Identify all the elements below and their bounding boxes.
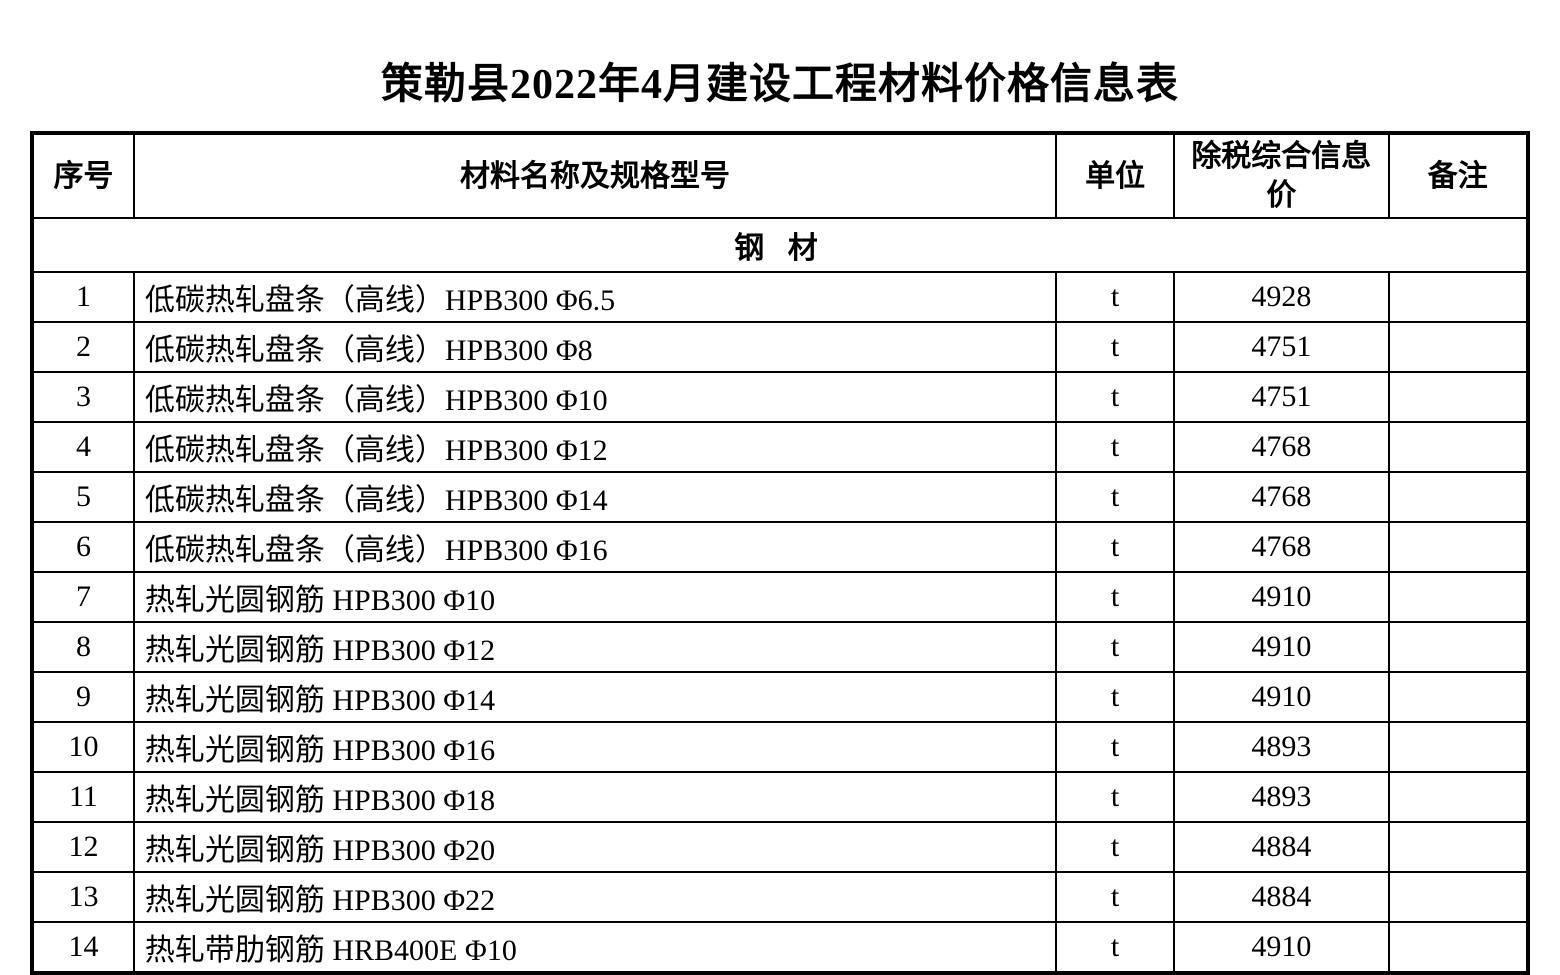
cell-price: 4910 (1174, 672, 1388, 722)
table-row: 11热轧光圆钢筋 HPB300 Φ18t4893 (32, 772, 1528, 822)
cell-name: 热轧光圆钢筋 HPB300 Φ12 (134, 622, 1056, 672)
cell-note (1389, 272, 1528, 322)
cell-name: 低碳热轧盘条（高线）HPB300 Φ6.5 (134, 272, 1056, 322)
cell-unit: t (1056, 322, 1174, 372)
cell-seq: 13 (32, 872, 134, 922)
section-label: 钢 材 (32, 218, 1528, 272)
cell-unit: t (1056, 772, 1174, 822)
cell-note (1389, 372, 1528, 422)
table-row: 1低碳热轧盘条（高线）HPB300 Φ6.5t4928 (32, 272, 1528, 322)
cell-price: 4910 (1174, 572, 1388, 622)
cell-note (1389, 522, 1528, 572)
cell-price: 4768 (1174, 472, 1388, 522)
cell-name: 低碳热轧盘条（高线）HPB300 Φ10 (134, 372, 1056, 422)
cell-seq: 12 (32, 822, 134, 872)
cell-seq: 7 (32, 572, 134, 622)
cell-price: 4884 (1174, 872, 1388, 922)
cell-seq: 2 (32, 322, 134, 372)
cell-note (1389, 572, 1528, 622)
cell-seq: 14 (32, 922, 134, 973)
cell-note (1389, 772, 1528, 822)
cell-seq: 3 (32, 372, 134, 422)
cell-name: 热轧光圆钢筋 HPB300 Φ22 (134, 872, 1056, 922)
cell-unit: t (1056, 422, 1174, 472)
cell-price: 4893 (1174, 722, 1388, 772)
cell-name: 低碳热轧盘条（高线）HPB300 Φ14 (134, 472, 1056, 522)
table-body: 钢 材 1低碳热轧盘条（高线）HPB300 Φ6.5t49282低碳热轧盘条（高… (32, 218, 1528, 973)
cell-name: 低碳热轧盘条（高线）HPB300 Φ8 (134, 322, 1056, 372)
cell-seq: 8 (32, 622, 134, 672)
cell-note (1389, 422, 1528, 472)
cell-price: 4751 (1174, 372, 1388, 422)
cell-price: 4884 (1174, 822, 1388, 872)
price-table: 序号 材料名称及规格型号 单位 除税综合信息价 备注 钢 材 1低碳热轧盘条（高… (30, 131, 1530, 975)
cell-note (1389, 672, 1528, 722)
cell-price: 4751 (1174, 322, 1388, 372)
cell-name: 低碳热轧盘条（高线）HPB300 Φ16 (134, 522, 1056, 572)
section-row-steel: 钢 材 (32, 218, 1528, 272)
cell-unit: t (1056, 922, 1174, 973)
cell-unit: t (1056, 722, 1174, 772)
table-row: 14热轧带肋钢筋 HRB400E Φ10t4910 (32, 922, 1528, 973)
col-unit-header: 单位 (1056, 133, 1174, 218)
cell-name: 热轧光圆钢筋 HPB300 Φ10 (134, 572, 1056, 622)
cell-seq: 4 (32, 422, 134, 472)
cell-note (1389, 322, 1528, 372)
table-row: 3低碳热轧盘条（高线）HPB300 Φ10t4751 (32, 372, 1528, 422)
table-row: 8热轧光圆钢筋 HPB300 Φ12t4910 (32, 622, 1528, 672)
cell-price: 4910 (1174, 622, 1388, 672)
cell-price: 4768 (1174, 522, 1388, 572)
table-row: 10热轧光圆钢筋 HPB300 Φ16t4893 (32, 722, 1528, 772)
cell-name: 热轧光圆钢筋 HPB300 Φ14 (134, 672, 1056, 722)
cell-unit: t (1056, 872, 1174, 922)
table-row: 13热轧光圆钢筋 HPB300 Φ22t4884 (32, 872, 1528, 922)
cell-seq: 9 (32, 672, 134, 722)
cell-seq: 11 (32, 772, 134, 822)
page-title: 策勒县2022年4月建设工程材料价格信息表 (30, 50, 1530, 111)
table-row: 12热轧光圆钢筋 HPB300 Φ20t4884 (32, 822, 1528, 872)
cell-name: 热轧光圆钢筋 HPB300 Φ20 (134, 822, 1056, 872)
cell-unit: t (1056, 472, 1174, 522)
cell-price: 4928 (1174, 272, 1388, 322)
cell-unit: t (1056, 522, 1174, 572)
table-row: 9热轧光圆钢筋 HPB300 Φ14t4910 (32, 672, 1528, 722)
cell-unit: t (1056, 372, 1174, 422)
cell-note (1389, 722, 1528, 772)
table-row: 6低碳热轧盘条（高线）HPB300 Φ16t4768 (32, 522, 1528, 572)
cell-note (1389, 622, 1528, 672)
cell-unit: t (1056, 272, 1174, 322)
cell-name: 低碳热轧盘条（高线）HPB300 Φ12 (134, 422, 1056, 472)
table-row: 4低碳热轧盘条（高线）HPB300 Φ12t4768 (32, 422, 1528, 472)
col-price-header: 除税综合信息价 (1174, 133, 1388, 218)
table-row: 2低碳热轧盘条（高线）HPB300 Φ8t4751 (32, 322, 1528, 372)
table-row: 5低碳热轧盘条（高线）HPB300 Φ14t4768 (32, 472, 1528, 522)
cell-unit: t (1056, 572, 1174, 622)
cell-name: 热轧光圆钢筋 HPB300 Φ16 (134, 722, 1056, 772)
cell-name: 热轧带肋钢筋 HRB400E Φ10 (134, 922, 1056, 973)
cell-price: 4768 (1174, 422, 1388, 472)
col-name-header: 材料名称及规格型号 (134, 133, 1056, 218)
cell-name: 热轧光圆钢筋 HPB300 Φ18 (134, 772, 1056, 822)
cell-seq: 6 (32, 522, 134, 572)
cell-unit: t (1056, 622, 1174, 672)
cell-note (1389, 922, 1528, 973)
cell-note (1389, 472, 1528, 522)
page: 策勒县2022年4月建设工程材料价格信息表 序号 材料名称及规格型号 单位 除税… (0, 0, 1560, 975)
col-note-header: 备注 (1389, 133, 1528, 218)
cell-unit: t (1056, 672, 1174, 722)
table-row: 7热轧光圆钢筋 HPB300 Φ10t4910 (32, 572, 1528, 622)
cell-note (1389, 822, 1528, 872)
cell-unit: t (1056, 822, 1174, 872)
cell-seq: 10 (32, 722, 134, 772)
col-seq-header: 序号 (32, 133, 134, 218)
cell-seq: 5 (32, 472, 134, 522)
cell-price: 4910 (1174, 922, 1388, 973)
table-header-row: 序号 材料名称及规格型号 单位 除税综合信息价 备注 (32, 133, 1528, 218)
cell-price: 4893 (1174, 772, 1388, 822)
cell-note (1389, 872, 1528, 922)
cell-seq: 1 (32, 272, 134, 322)
